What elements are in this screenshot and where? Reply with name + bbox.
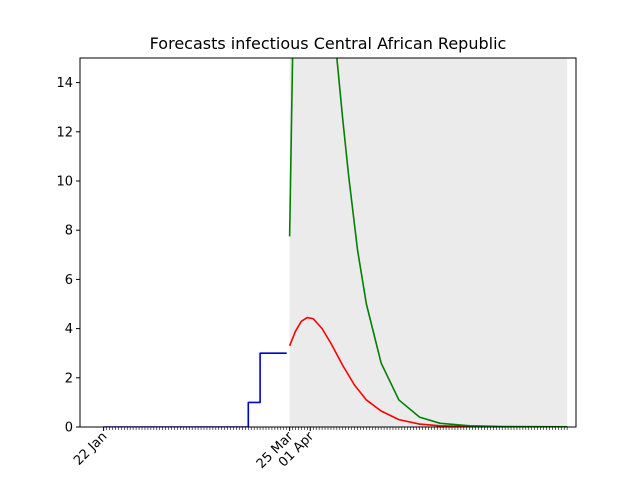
x-tick-label: 22 Jan — [71, 429, 110, 468]
chart-title: Forecasts infectious Central African Rep… — [150, 34, 507, 53]
y-tick-label: 14 — [56, 76, 73, 91]
series-line-1 — [288, 316, 568, 427]
series-line-0 — [103, 352, 287, 427]
y-tick-label: 12 — [56, 125, 73, 140]
y-tick-label: 4 — [65, 322, 73, 337]
forecast-band — [289, 58, 568, 427]
series-line-2 — [288, 58, 568, 427]
y-tick-label: 6 — [65, 273, 73, 288]
y-tick-label: 10 — [56, 175, 73, 190]
y-tick-label: 2 — [65, 371, 73, 386]
y-tick-label: 0 — [65, 421, 73, 436]
y-tick-label: 8 — [65, 224, 73, 239]
